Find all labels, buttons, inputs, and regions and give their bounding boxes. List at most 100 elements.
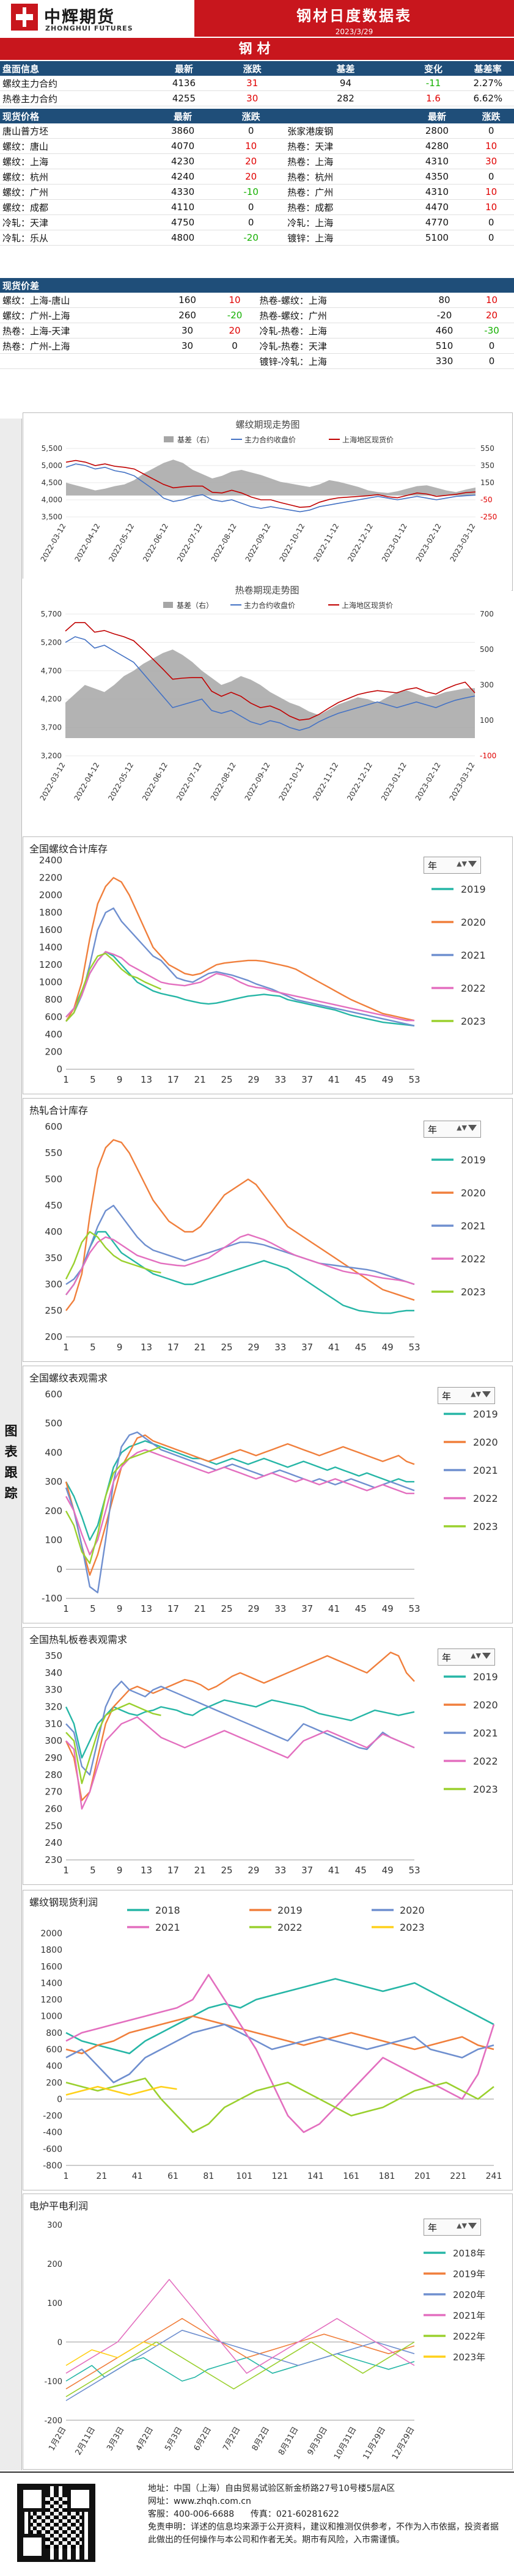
y-tick-label: 550 [45, 1147, 62, 1158]
x-tick-label: 1 [63, 1074, 69, 1085]
y-tick-label: 5,700 [41, 610, 62, 618]
change-value: 0 [468, 230, 514, 246]
x-tick-label: 37 [301, 1074, 313, 1085]
y-tick-label: -400 [43, 2128, 62, 2138]
year-filter-button[interactable]: 年 ▲▼ [424, 857, 481, 874]
legend-label: 2019 [473, 1408, 498, 1420]
x-tick-label: 45 [355, 1603, 367, 1614]
x-tick-label: 5月3日 [163, 2426, 184, 2453]
change-value: 0 [217, 123, 285, 139]
y-tick-label: 600 [45, 1389, 62, 1400]
year-filter-button[interactable]: 年 ▲▼ [424, 1121, 481, 1138]
y-tick-label: 330 [45, 1685, 62, 1696]
legend-label: 2022 [461, 982, 486, 994]
y-tick-label: 270 [45, 1787, 62, 1798]
latest-value [162, 353, 213, 369]
x-tick-label: 2022-12-12 [345, 761, 374, 802]
latest-value: 4255 [149, 90, 218, 106]
latest-value: 4070 [149, 138, 218, 154]
series-line [65, 636, 475, 731]
series-line [65, 1231, 414, 1314]
table-header-cell: 盘面信息 [0, 61, 150, 76]
y-tick-label: 320 [45, 1702, 62, 1713]
sort-icon: ▲▼ [457, 1124, 467, 1132]
series-line [65, 1652, 415, 1801]
row-label: 热卷主力合约 [0, 90, 150, 106]
series-line [65, 2330, 415, 2401]
x-tick-label: 241 [486, 2172, 502, 2181]
y-tick-label: 1400 [39, 942, 62, 953]
legend-label: 2023 [461, 1015, 486, 1027]
series-line [65, 1446, 161, 1564]
change-value: 20 [217, 153, 285, 169]
chart-svg: -200 -100 0 100 200 300 1月2日 2月11日 3月3日 4月2日 5月3日 6… [44, 2221, 485, 2461]
y-tick-label: 450 [45, 1200, 62, 1211]
x-tick-label: 17 [167, 1865, 179, 1876]
series-line [65, 1234, 415, 1295]
x-tick-label: 21 [194, 1074, 206, 1085]
year-filter-button[interactable]: 年 ▲▼ [424, 2219, 481, 2236]
change-value: 10 [468, 199, 514, 215]
y-tick-label: 600 [46, 2045, 62, 2055]
year-filter-button[interactable]: 年 ▲▼ [438, 1648, 495, 1666]
latest-value: 4310 [405, 153, 469, 169]
table-header-cell [285, 109, 406, 123]
x-tick-label: 2022-09-12 [244, 522, 273, 563]
latest-value: 4350 [405, 169, 469, 185]
x-tick-label: 45 [355, 1074, 367, 1085]
y2-tick-label: 300 [480, 681, 494, 689]
legend-label: 2019 [461, 1154, 486, 1166]
qr-code-icon [17, 2484, 95, 2562]
row-label [0, 353, 163, 369]
x-tick-label: 33 [274, 1342, 286, 1353]
row-label: 热卷：成都 [285, 199, 406, 215]
basis-value: 282 [286, 90, 405, 106]
y-tick-label: 400 [45, 1226, 62, 1237]
x-tick-label: 21 [194, 1865, 206, 1876]
y-tick-label: 290 [45, 1752, 62, 1763]
legend-label: 主力合约收盘价 [244, 601, 295, 610]
x-tick-label: 2023-02-12 [414, 522, 443, 563]
legend-label: 2020 [461, 1187, 486, 1199]
basis-area [65, 649, 475, 738]
y-tick-label: 5,500 [42, 444, 62, 453]
sort-icon: ▲▼ [457, 2222, 467, 2230]
x-tick-label: 5 [90, 1603, 96, 1614]
series-line [65, 2085, 177, 2096]
table-row: 冷轧：乐从 4800 -20 镀锌：上海 5100 0 [0, 230, 514, 246]
series-line [65, 1680, 415, 1776]
row-label: 冷轧-热卷：上海 [257, 323, 419, 338]
y-tick-label: 1600 [40, 1962, 62, 1972]
y-tick-label: 800 [45, 994, 62, 1005]
x-tick-label: 2022-03-12 [39, 761, 67, 802]
row-label: 热卷：广州 [285, 184, 406, 200]
x-tick-label: 2022-11-12 [311, 761, 340, 802]
series-line [65, 459, 476, 508]
change-value: -10 [217, 184, 285, 200]
x-tick-label: 1 [63, 1865, 69, 1876]
y2-tick-label: 150 [480, 478, 494, 487]
y-tick-label: 3,200 [41, 752, 62, 760]
series-line [65, 2278, 415, 2374]
change-value: 0 [468, 169, 514, 185]
y-tick-label: 250 [45, 1305, 62, 1316]
series-line [65, 1449, 414, 1556]
table-header-row: 现货价差 [0, 278, 514, 293]
y-tick-label: 400 [45, 1447, 62, 1458]
legend-label: 2021 [473, 1465, 498, 1476]
change-value: 31 [218, 76, 287, 91]
x-tick-label: 9 [117, 1865, 123, 1876]
year-filter-button[interactable]: 年 ▲▼ [438, 1387, 495, 1404]
series-line [65, 1978, 494, 2055]
sort-icon: ▲▼ [457, 860, 467, 868]
y-tick-label: 280 [45, 1769, 62, 1780]
x-tick-label: 2023-02-12 [414, 761, 442, 802]
table-header-cell: 最新 [149, 61, 218, 76]
year-filter-label: 年 [442, 1391, 452, 1402]
row-label: 螺纹：广州-上海 [0, 307, 163, 323]
filter-icon [482, 1653, 491, 1659]
legend-label: 2019 [461, 884, 486, 895]
table-header-cell: 基差 [286, 61, 405, 76]
basis-rate-value: 2.27% [461, 76, 514, 91]
x-tick-label: 2022-11-12 [312, 522, 340, 563]
